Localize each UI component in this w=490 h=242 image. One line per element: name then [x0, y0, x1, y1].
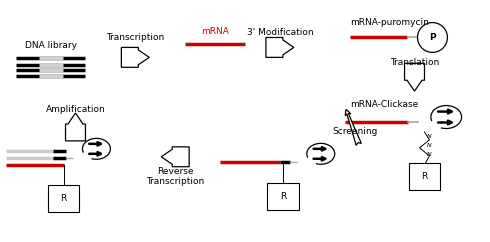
Text: mRNA: mRNA — [201, 27, 229, 36]
Text: Amplification: Amplification — [46, 105, 105, 113]
Text: mRNA-Clickase: mRNA-Clickase — [350, 100, 419, 109]
Text: Screening: Screening — [332, 128, 377, 136]
FancyBboxPatch shape — [409, 163, 441, 190]
Text: 3' Modification: 3' Modification — [246, 28, 313, 37]
Polygon shape — [161, 147, 189, 167]
FancyBboxPatch shape — [267, 183, 299, 210]
Text: DNA library: DNA library — [24, 41, 76, 50]
Text: N: N — [427, 152, 432, 157]
Text: mRNA-puromycin: mRNA-puromycin — [350, 18, 429, 27]
Polygon shape — [66, 113, 85, 141]
Polygon shape — [122, 47, 149, 67]
Polygon shape — [405, 63, 424, 91]
FancyBboxPatch shape — [48, 185, 79, 212]
Text: R: R — [280, 192, 286, 201]
Text: Translation: Translation — [390, 58, 439, 67]
Text: P: P — [429, 33, 436, 42]
Text: N: N — [427, 143, 432, 148]
Text: R: R — [421, 172, 428, 181]
Text: Transcription: Transcription — [106, 33, 165, 42]
Text: Reverse
Transcription: Reverse Transcription — [146, 167, 204, 186]
Text: R: R — [60, 194, 67, 203]
Polygon shape — [266, 38, 294, 57]
Circle shape — [417, 23, 447, 53]
Text: N: N — [427, 134, 432, 139]
